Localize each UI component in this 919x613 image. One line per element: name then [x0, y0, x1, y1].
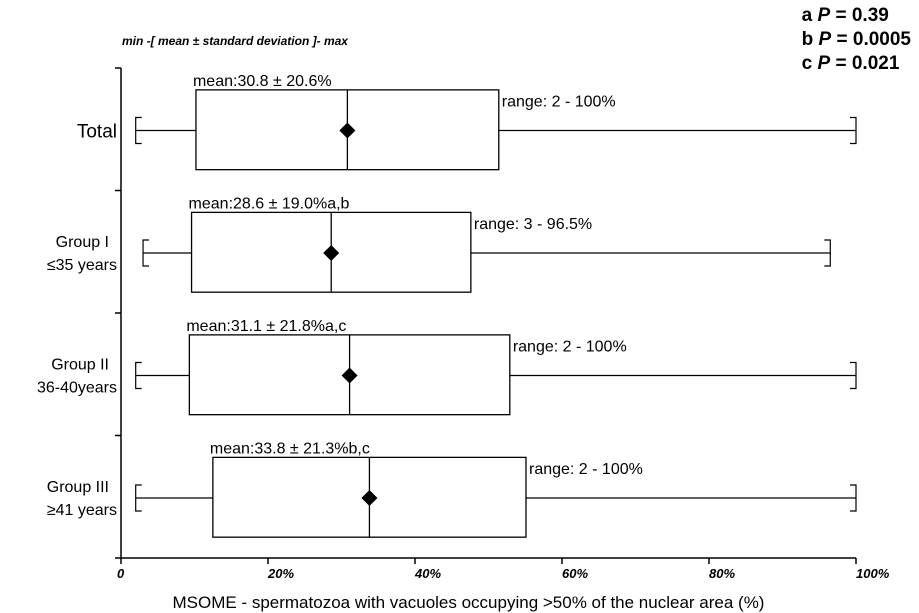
mean-marker — [361, 489, 378, 506]
min-cap — [135, 361, 142, 390]
category-label: ≥41 years — [47, 502, 117, 519]
p-value: = 0.0005 — [836, 29, 912, 50]
chart-subtitle: min -[ mean ± standard deviation ]- max — [122, 34, 348, 48]
x-tick-label: 100% — [856, 566, 890, 581]
p-value-key: b — [801, 29, 814, 50]
p-value-key: a — [801, 5, 813, 26]
mean-label: mean:30.8 ± 20.6% — [193, 73, 332, 90]
category-label: 36-40years — [37, 379, 117, 396]
range-label: range: 2 - 100% — [502, 94, 616, 111]
mean-marker — [341, 367, 358, 384]
p-symbol: P — [818, 29, 832, 50]
mean-marker — [339, 122, 356, 139]
p-value-row-b: b P = 0.0005 — [802, 28, 911, 52]
min-cap — [142, 239, 150, 267]
x-tick-label: 20% — [267, 566, 294, 581]
p-value: = 0.021 — [835, 53, 900, 74]
mean-marker — [323, 244, 340, 261]
p-value-row-a: a P = 0.39 — [802, 4, 911, 28]
max-cap — [850, 116, 857, 145]
min-cap — [135, 116, 142, 145]
mean-label: mean:28.6 ± 19.0%a,b — [189, 195, 350, 212]
p-symbol: P — [817, 5, 831, 26]
max-cap — [824, 239, 831, 267]
p-value: = 0.39 — [835, 5, 889, 26]
mean-label: mean:33.8 ± 21.3%b,c — [210, 440, 370, 457]
max-cap — [850, 361, 857, 390]
x-tick-label: 60% — [562, 566, 588, 581]
mean-label: mean:31.1 ± 21.8%a,c — [186, 318, 346, 335]
x-tick-label: 80% — [709, 566, 735, 581]
x-tick-label: 40% — [414, 566, 441, 581]
p-value-key: c — [801, 53, 813, 74]
category-label: Group II — [51, 356, 109, 373]
category-label: Group I — [56, 234, 109, 251]
range-label: range: 3 - 96.5% — [474, 216, 592, 233]
p-value-legend: a P = 0.39 b P = 0.0005 c P = 0.021 — [802, 4, 911, 76]
p-value-row-c: c P = 0.021 — [802, 52, 911, 76]
range-label: range: 2 - 100% — [513, 339, 627, 356]
category-label: Group III — [47, 479, 109, 496]
max-cap — [850, 484, 857, 512]
category-label: ≤35 years — [47, 257, 117, 274]
range-label: range: 2 - 100% — [529, 461, 643, 478]
category-label: Total — [77, 121, 117, 142]
p-symbol: P — [817, 53, 831, 74]
x-axis-title: MSOME - spermatozoa with vacuoles occupy… — [173, 593, 765, 612]
x-tick-label: 0 — [117, 566, 125, 581]
min-cap — [135, 484, 142, 512]
